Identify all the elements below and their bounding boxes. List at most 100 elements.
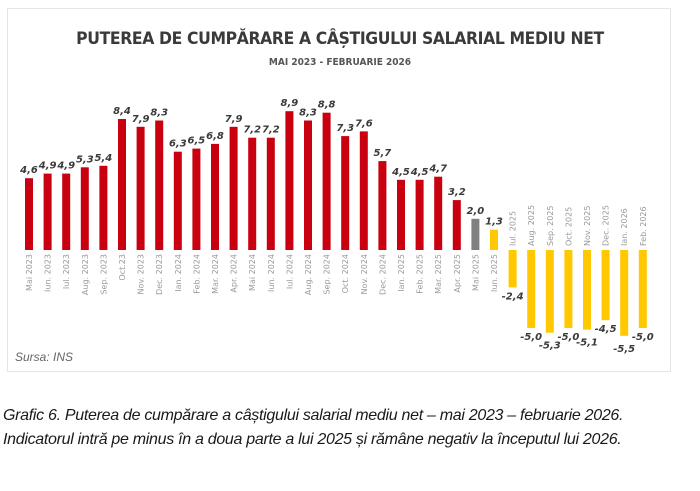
bar bbox=[118, 119, 126, 250]
bar bbox=[508, 250, 517, 288]
data-label: 4,6 bbox=[19, 165, 38, 176]
x-tick-label: Oct. 2024 bbox=[341, 254, 350, 293]
data-label: 3,2 bbox=[448, 187, 466, 198]
bar bbox=[322, 112, 331, 250]
x-tick-label: Iun. 2025 bbox=[490, 254, 499, 292]
bar bbox=[359, 131, 368, 250]
data-label: 8,3 bbox=[299, 108, 317, 119]
data-label: 5,4 bbox=[95, 153, 113, 164]
x-tick-label: Feb. 2025 bbox=[416, 254, 425, 294]
bar bbox=[434, 176, 443, 250]
data-label: -4,5 bbox=[595, 324, 617, 335]
x-tick-label: Aug. 2024 bbox=[304, 254, 313, 295]
bar bbox=[471, 218, 480, 250]
bar bbox=[173, 151, 182, 250]
data-label: 8,4 bbox=[113, 106, 131, 117]
bar bbox=[452, 200, 461, 250]
x-tick-label: Sep. 2023 bbox=[99, 254, 108, 295]
x-tick-label: Mai 2024 bbox=[248, 254, 257, 291]
data-label: 5,3 bbox=[76, 154, 94, 165]
x-tick-label: Iun. 2024 bbox=[267, 254, 276, 292]
x-tick-label: Nov. 2024 bbox=[360, 254, 369, 294]
chart-subtitle: MAI 2023 - FEBRUARIE 2026 bbox=[268, 57, 412, 68]
bar-chart: 4,6 Mai 2023 4,9 Iun. 2023 4,9 Iul. 2023 5,3 Au… bbox=[19, 98, 654, 355]
data-label: -2,4 bbox=[502, 291, 524, 302]
data-label: 4,5 bbox=[410, 167, 429, 178]
x-tick-label: Nov. 2023 bbox=[137, 254, 146, 294]
x-tick-label: Iul. 2023 bbox=[62, 254, 71, 289]
bar bbox=[638, 250, 647, 328]
bar bbox=[43, 173, 52, 250]
x-tick-label: Ian. 2024 bbox=[174, 254, 183, 292]
bar bbox=[229, 126, 238, 250]
data-label: 7,3 bbox=[336, 123, 354, 134]
bar bbox=[415, 179, 424, 250]
figure-caption: Grafic 6. Puterea de cumpărare a câștigu… bbox=[3, 407, 624, 448]
data-label: 5,7 bbox=[374, 148, 392, 159]
bar bbox=[25, 178, 33, 250]
bar bbox=[192, 148, 201, 250]
chart-card: PUTEREA DE CUMPĂRARE A CÂȘTIGULUI SALARI… bbox=[7, 8, 671, 372]
x-tick-label: Mai 2025 bbox=[471, 254, 480, 291]
bar bbox=[285, 111, 294, 250]
bar bbox=[527, 250, 536, 328]
x-tick-label: Sep. 2024 bbox=[323, 254, 332, 295]
bar bbox=[304, 120, 312, 250]
bar bbox=[248, 137, 257, 250]
x-tick-label: Dec. 2025 bbox=[602, 205, 611, 246]
data-label: 2,0 bbox=[467, 206, 485, 217]
x-tick-label: Dec. 2024 bbox=[378, 254, 387, 295]
bar bbox=[620, 250, 629, 336]
data-label: -5,0 bbox=[520, 332, 542, 343]
bar bbox=[378, 161, 387, 250]
x-tick-label: Iul. 2025 bbox=[509, 211, 518, 246]
x-tick-label: Ian. 2026 bbox=[620, 208, 629, 246]
bar bbox=[155, 120, 164, 250]
data-label: 7,2 bbox=[243, 125, 261, 136]
bar bbox=[80, 167, 89, 250]
x-tick-label: Nov. 2025 bbox=[583, 206, 592, 246]
data-label: 6,5 bbox=[188, 136, 206, 147]
data-label: 7,9 bbox=[225, 114, 243, 125]
data-label: 7,9 bbox=[132, 114, 150, 125]
bar bbox=[564, 250, 573, 328]
data-label: -5,0 bbox=[632, 332, 654, 343]
data-label: 6,8 bbox=[206, 131, 224, 142]
x-tick-label: Iun. 2023 bbox=[44, 254, 53, 292]
x-tick-label: Apr. 2024 bbox=[230, 254, 239, 293]
bar bbox=[397, 179, 405, 250]
data-label: 1,3 bbox=[485, 217, 503, 228]
x-tick-label: Mar. 2024 bbox=[211, 254, 220, 294]
x-tick-label: Mai 2023 bbox=[25, 254, 34, 291]
x-tick-label: Oct. 2025 bbox=[564, 207, 573, 246]
data-label: 4,9 bbox=[56, 161, 75, 172]
data-label: -5,1 bbox=[576, 338, 598, 349]
bar bbox=[341, 136, 350, 250]
x-tick-label: Aug. 2023 bbox=[81, 254, 90, 295]
bar bbox=[136, 126, 145, 250]
x-tick-label: Iul. 2024 bbox=[285, 254, 294, 289]
source-note: Sursa: INS bbox=[15, 350, 74, 364]
x-tick-label: Mar. 2025 bbox=[434, 254, 443, 294]
bar bbox=[601, 250, 610, 321]
data-label: 7,6 bbox=[355, 118, 373, 129]
data-label: 4,5 bbox=[391, 167, 410, 178]
data-label: -5,5 bbox=[613, 344, 635, 355]
bar bbox=[99, 165, 108, 250]
data-label: 8,9 bbox=[281, 98, 299, 109]
data-label: 7,2 bbox=[262, 125, 280, 136]
x-tick-label: Ian. 2025 bbox=[397, 254, 406, 292]
x-tick-label: Apr. 2025 bbox=[453, 254, 462, 293]
x-tick-label: Oct.23 bbox=[118, 254, 127, 281]
x-tick-label: Sep. 2025 bbox=[546, 205, 555, 246]
data-label: 4,9 bbox=[38, 161, 57, 172]
data-label: 4,7 bbox=[428, 164, 447, 175]
bar bbox=[490, 229, 498, 250]
data-label: 6,3 bbox=[169, 139, 187, 150]
x-tick-label: Aug. 2025 bbox=[527, 205, 536, 246]
data-label: 8,3 bbox=[150, 108, 168, 119]
data-label: -5,3 bbox=[539, 341, 561, 352]
chart-title: PUTEREA DE CUMPĂRARE A CÂȘTIGULUI SALARI… bbox=[76, 29, 604, 49]
bar bbox=[62, 173, 71, 250]
data-label: 8,8 bbox=[318, 100, 336, 111]
